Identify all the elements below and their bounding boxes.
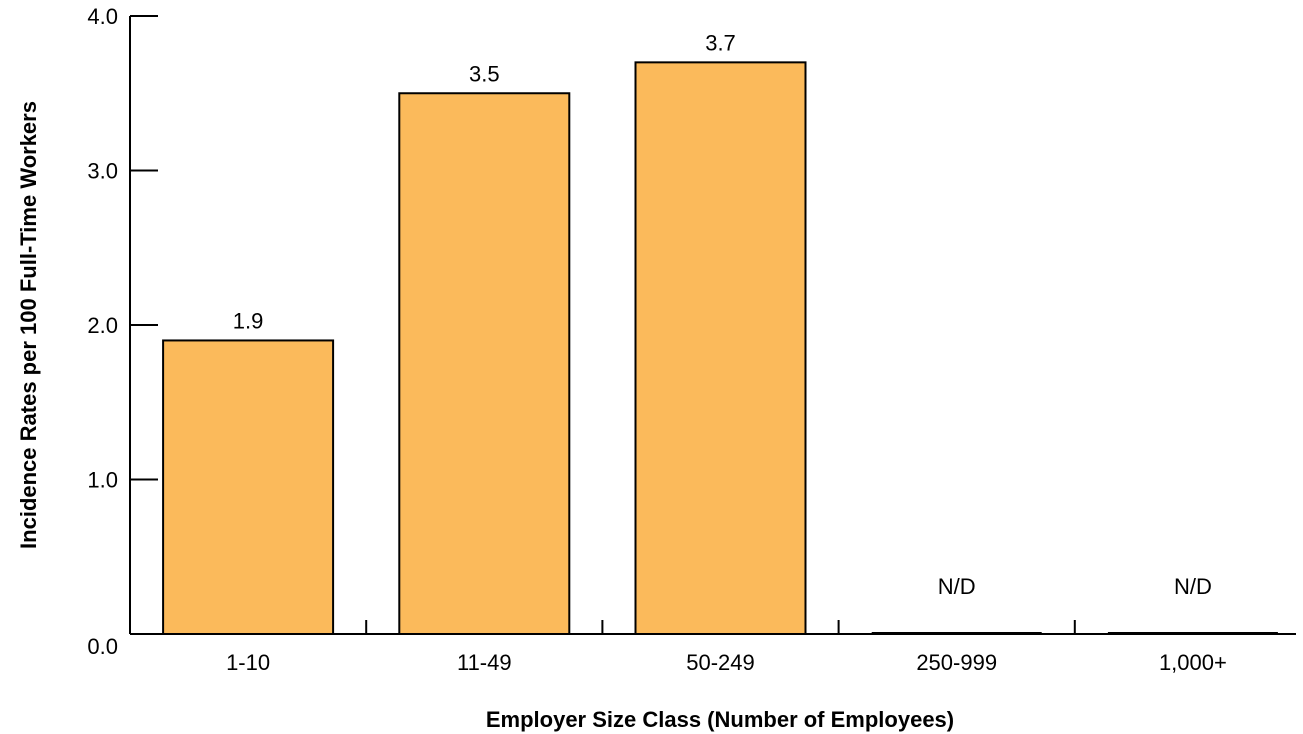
y-axis-title: Incidence Rates per 100 Full-Time Worker…: [16, 101, 41, 549]
value-label-250-999: N/D: [938, 574, 976, 599]
value-label-50-249: 3.7: [705, 30, 736, 55]
value-label-1-10: 1.9: [233, 308, 264, 333]
x-tick-label-11-49: 11-49: [457, 650, 512, 675]
y-tick-label-1.0: 1.0: [87, 468, 118, 493]
x-tick-label-250-999: 250-999: [916, 650, 997, 675]
x-tick-label-50-249: 50-249: [686, 650, 755, 675]
y-tick-label-3.0: 3.0: [87, 159, 118, 184]
x-tick-label-1-10: 1-10: [226, 650, 270, 675]
x-axis-title: Employer Size Class (Number of Employees…: [486, 707, 954, 732]
y-tick-label-0.0: 0.0: [87, 634, 118, 659]
bar-11-49: [398, 92, 571, 635]
bar-1-10: [162, 339, 335, 635]
plot-area: 1.9 1-10 3.5 11-49 3.7 50-249 N/D 250-999 N/D 1,0…: [87, 4, 1296, 675]
value-label-11-49: 3.5: [469, 61, 500, 86]
x-tick-label-1,000+: 1,000+: [1159, 650, 1227, 675]
y-tick-label-4.0: 4.0: [87, 4, 118, 29]
value-label-1,000+: N/D: [1174, 574, 1212, 599]
bar-50-249: [634, 61, 807, 636]
y-tick-label-2.0: 2.0: [87, 313, 118, 338]
